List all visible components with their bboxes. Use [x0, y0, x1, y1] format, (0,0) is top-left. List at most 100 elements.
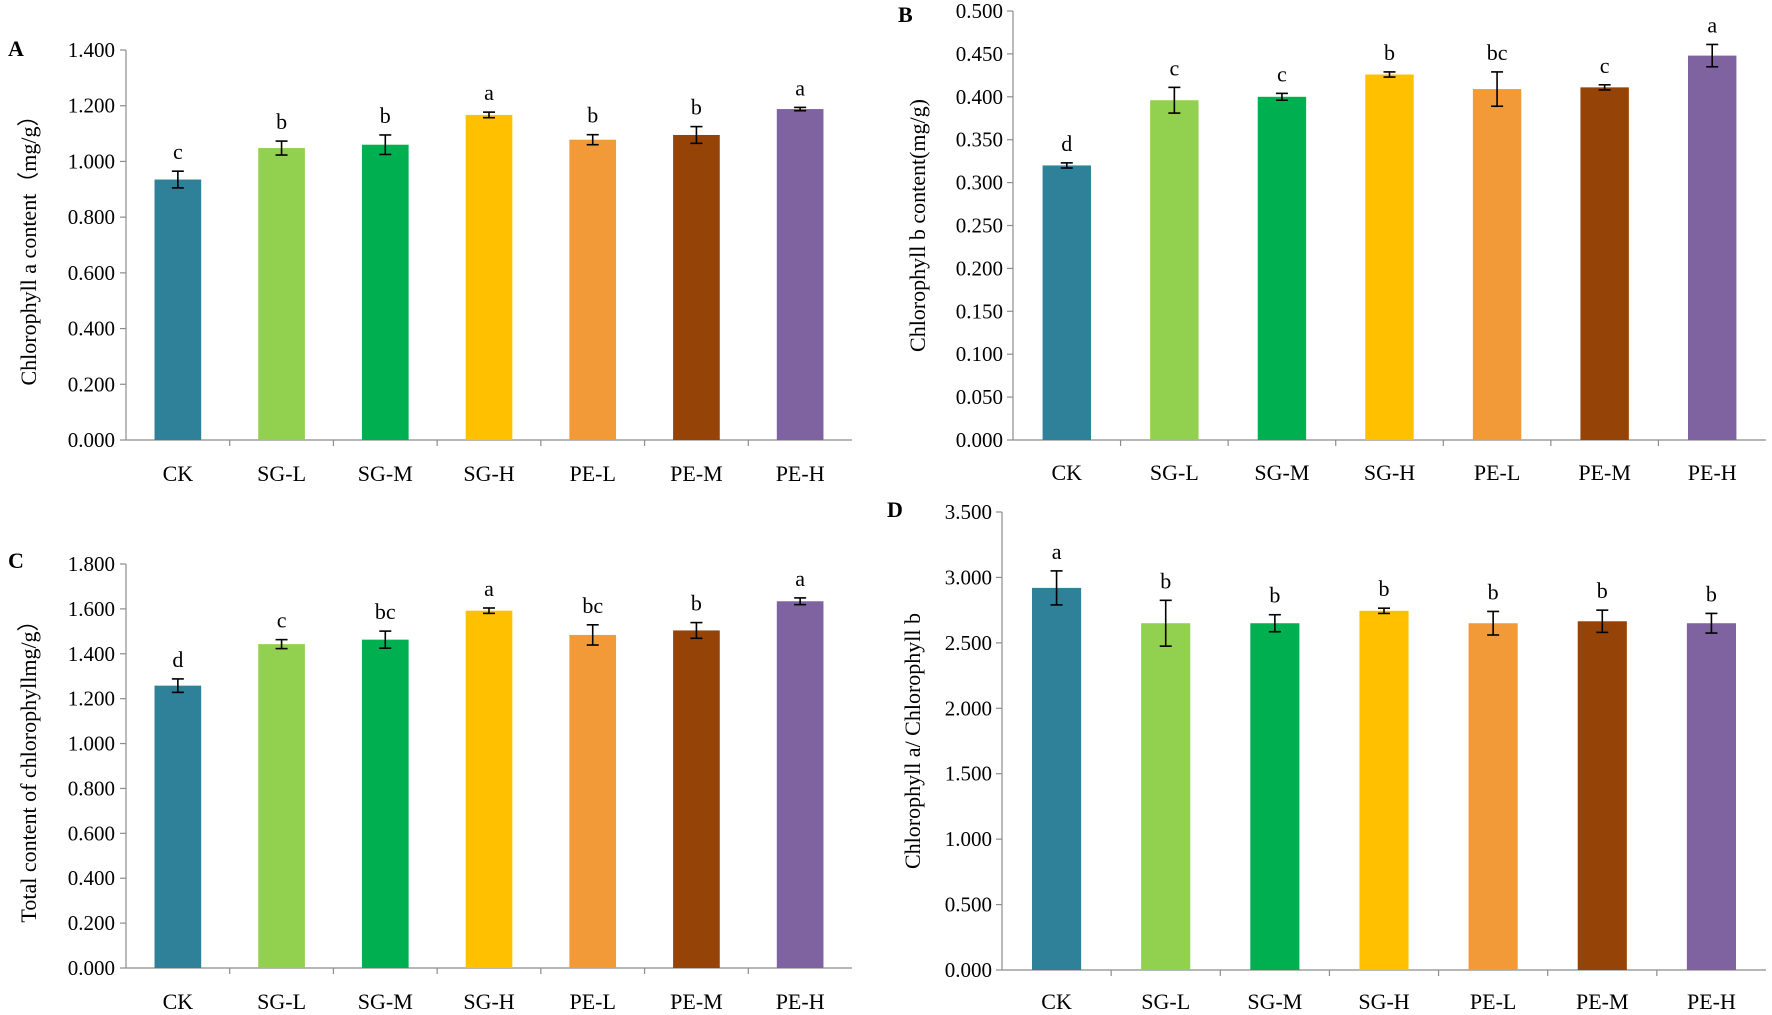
category-label: SG-M: [1254, 460, 1309, 485]
bar-sg-h: [1359, 610, 1409, 970]
y-tick-label: 0.400: [68, 317, 115, 341]
y-tick-label: 0.050: [956, 385, 1003, 409]
category-label: SG-M: [358, 989, 413, 1014]
bar-ck: [154, 685, 202, 968]
y-tick-label: 1.400: [68, 642, 115, 666]
bar-ck: [1042, 165, 1091, 440]
y-tick-label: 2.500: [945, 631, 992, 655]
significance-letter: a: [484, 576, 494, 601]
y-tick-label: 2.000: [945, 696, 992, 720]
y-tick-label: 1.400: [68, 38, 115, 62]
category-label: SG-L: [1150, 460, 1199, 485]
y-tick-label: 0.800: [68, 776, 115, 800]
bar-pe-l: [569, 634, 617, 968]
y-axis-label: Total content of chlorophyllmg/g）: [16, 609, 41, 922]
y-tick-label: 0.500: [956, 0, 1003, 23]
significance-letter: b: [1488, 579, 1499, 604]
category-label: CK: [1052, 460, 1083, 485]
significance-letter: b: [1160, 568, 1171, 593]
bar-ck: [1032, 587, 1082, 970]
significance-letter: c: [1600, 53, 1610, 78]
category-label: SG-L: [257, 461, 306, 486]
y-tick-label: 0.000: [68, 428, 115, 452]
category-label: CK: [163, 989, 194, 1014]
panel-letter: D: [887, 497, 903, 522]
category-label: SG-H: [463, 461, 514, 486]
y-axis-label: Chlorophyll b content(mg/g): [905, 99, 930, 352]
category-label: PE-M: [1576, 989, 1629, 1014]
bar-pe-l: [1472, 89, 1522, 440]
significance-letter: d: [172, 647, 183, 672]
bar-sg-l: [258, 644, 305, 968]
significance-letter: bc: [582, 593, 603, 618]
bar-sg-l: [258, 148, 305, 441]
category-label: SG-L: [1141, 989, 1190, 1014]
category-label: SG-H: [1358, 989, 1409, 1014]
significance-letter: bc: [375, 599, 396, 624]
bar-sg-h: [465, 610, 513, 968]
significance-letter: c: [1169, 55, 1179, 80]
significance-letter: a: [484, 80, 494, 105]
bar-sg-h: [465, 114, 513, 441]
bar-pe-h: [776, 601, 824, 968]
y-axis-label: Chlorophyll a/ Chlorophyll b: [900, 613, 925, 869]
significance-letter: c: [173, 139, 183, 164]
chart-panel-a: A 0.000 0.200 0.400 0.600 0.800 1.000 1.200 1.40…: [8, 36, 852, 486]
y-tick-label: 0.400: [68, 866, 115, 890]
category-label: CK: [1041, 989, 1072, 1014]
bar-sg-m: [1250, 623, 1300, 970]
bar-pe-h: [1688, 55, 1737, 441]
y-tick-label: 1.000: [68, 149, 115, 173]
category-label: PE-L: [1474, 460, 1520, 485]
significance-letter: b: [1706, 581, 1717, 606]
category-label: PE-M: [1578, 460, 1631, 485]
y-tick-label: 0.000: [68, 956, 115, 980]
bar-pe-m: [1577, 621, 1627, 970]
bar-pe-h: [1686, 623, 1736, 970]
category-label: PE-H: [776, 461, 825, 486]
y-tick-label: 1.000: [945, 827, 992, 851]
bar-pe-m: [673, 630, 720, 968]
y-tick-label: 3.000: [945, 565, 992, 589]
y-tick-label: 1.000: [68, 732, 115, 756]
bar-pe-m: [673, 134, 720, 440]
y-tick-label: 0.200: [68, 911, 115, 935]
significance-letter: b: [1597, 578, 1608, 603]
significance-letter: b: [1269, 583, 1280, 608]
significance-letter: d: [1061, 131, 1072, 156]
chart-panel-b: B 0.000 0.050 0.100 0.150 0.200 0.250 0.300 0.35…: [898, 0, 1766, 485]
chart-panel-c: C 0.000 0.200 0.400 0.600 0.800 1.000 1.200 1.40…: [8, 548, 852, 1014]
y-tick-label: 0.200: [956, 256, 1003, 280]
category-label: PE-M: [670, 461, 723, 486]
significance-letter: b: [691, 591, 702, 616]
category-label: CK: [163, 461, 194, 486]
y-tick-label: 0.450: [956, 42, 1003, 66]
category-label: SG-H: [1364, 460, 1415, 485]
significance-letter: b: [276, 109, 287, 134]
significance-letter: b: [587, 103, 598, 128]
category-label: SG-H: [463, 989, 514, 1014]
bar-sg-h: [1365, 74, 1414, 440]
significance-letter: b: [691, 95, 702, 120]
bar-ck: [154, 179, 202, 441]
category-label: PE-H: [776, 989, 825, 1014]
bar-pe-h: [776, 109, 824, 441]
significance-letter: c: [277, 608, 287, 633]
category-label: PE-L: [569, 461, 615, 486]
y-tick-label: 3.500: [945, 500, 992, 524]
significance-letter: b: [1379, 576, 1390, 601]
y-tick-label: 0.300: [956, 171, 1003, 195]
y-tick-label: 0.600: [68, 821, 115, 845]
panel-letter: A: [8, 36, 24, 61]
y-tick-label: 0.150: [956, 299, 1003, 323]
y-tick-label: 0.400: [956, 85, 1003, 109]
category-label: PE-L: [1470, 989, 1516, 1014]
y-tick-label: 1.600: [68, 597, 115, 621]
significance-letter: a: [1707, 12, 1717, 37]
category-label: SG-M: [358, 461, 413, 486]
significance-letter: a: [795, 566, 805, 591]
y-tick-label: 0.600: [68, 261, 115, 285]
y-tick-label: 0.200: [68, 372, 115, 396]
bar-pe-m: [1580, 87, 1629, 440]
